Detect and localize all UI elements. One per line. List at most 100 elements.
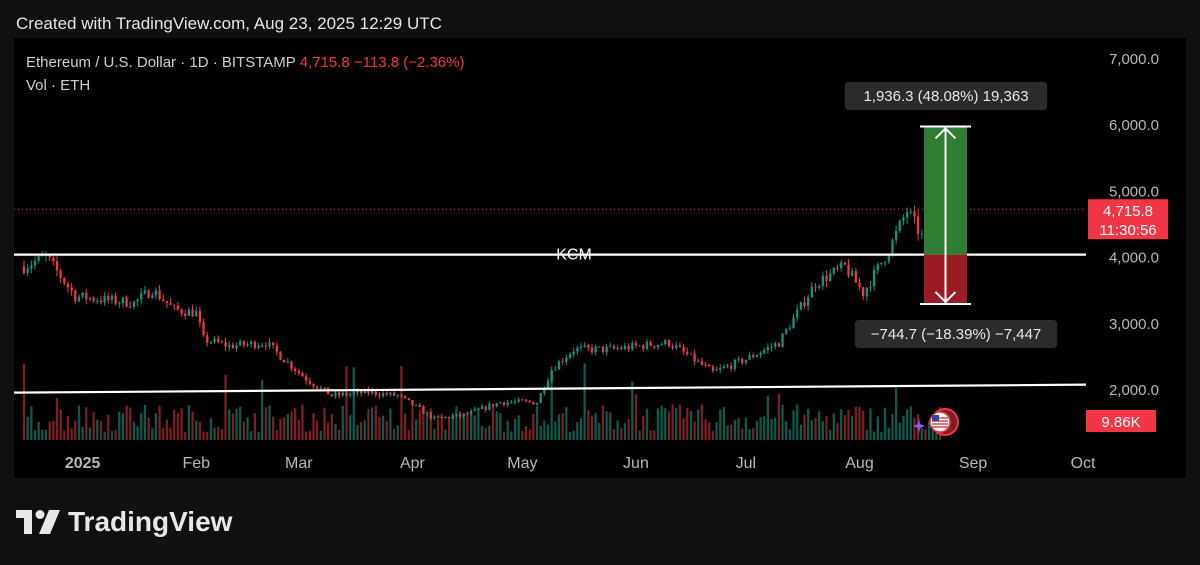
candle-body (107, 295, 110, 300)
candle-body (755, 355, 759, 358)
candle-body (30, 265, 33, 269)
candle-body (770, 346, 773, 348)
candle-body (605, 346, 608, 352)
volume-bar (550, 371, 553, 440)
volume-bar (367, 409, 370, 440)
volume-bar (799, 424, 802, 440)
candle-body (905, 211, 909, 218)
volume-bar (524, 426, 528, 440)
candle-body (77, 296, 81, 302)
volume-bar (96, 419, 99, 440)
measure-down-label: −744.7 (−18.39%) −7,447 (854, 320, 1058, 348)
volume-bar (154, 413, 158, 440)
volume-bar (697, 409, 700, 440)
candle-body (436, 416, 440, 418)
volume-bar (715, 422, 718, 440)
volume-bar (686, 408, 689, 440)
measure-down-label-text: −744.7 (−18.39%) −7,447 (871, 326, 1042, 343)
volume-legend[interactable]: Vol · ETH (26, 77, 91, 94)
volume-bar (546, 424, 550, 440)
price-chart-svg[interactable]: KCM 1,936.3 (48.08%) 19,363 −744.7 (−18.3… (14, 38, 1186, 478)
volume-bar (466, 411, 469, 440)
candle-body (308, 380, 311, 384)
volume-bar (689, 411, 693, 440)
candle-body (147, 290, 150, 298)
candle-body (704, 364, 707, 366)
volume-bar (894, 388, 898, 440)
candle-body (334, 392, 337, 397)
candle-body (502, 402, 506, 405)
volume-bar (484, 428, 487, 440)
candle-body (733, 359, 737, 369)
volume-bar (576, 422, 579, 440)
candle-body (345, 392, 348, 396)
candle-body (63, 278, 66, 284)
volume-bar (257, 431, 260, 440)
volume-bar (902, 415, 905, 440)
volume-bar (132, 421, 136, 440)
volume-bar (330, 414, 333, 440)
candle-body (506, 402, 509, 405)
volume-bar (821, 421, 824, 440)
candle-body (356, 390, 359, 393)
candle-body (305, 376, 308, 381)
y-tick-label: 2,000.0 (1109, 382, 1159, 399)
y-tick-label: 5,000.0 (1109, 183, 1159, 200)
volume-bar (180, 408, 183, 440)
volume-bar (898, 422, 901, 440)
volume-bar (488, 425, 491, 440)
candle-body (821, 275, 824, 286)
chart-pane[interactable]: KCM 1,936.3 (48.08%) 19,363 −744.7 (−18.3… (14, 38, 1186, 478)
volume-bar (198, 421, 202, 440)
volume-bar (334, 423, 337, 440)
candle-body (799, 302, 802, 310)
volume-tag-bg (1086, 410, 1156, 432)
candle-body (272, 342, 275, 346)
volume-bar (847, 409, 850, 440)
candle-body (829, 273, 832, 282)
candle-body (235, 345, 238, 349)
candle-body (154, 290, 158, 296)
candle-body (378, 395, 381, 397)
volume-bar (770, 419, 773, 440)
volume-bar (671, 404, 674, 440)
candle-body (367, 389, 370, 394)
volume-bar (905, 409, 909, 440)
candle-body (664, 340, 667, 345)
candle-body (96, 300, 99, 302)
candle-body (675, 345, 678, 348)
volume-bar (396, 425, 399, 440)
symbol-legend[interactable]: Ethereum / U.S. Dollar · 1D · BITSTAMP 4… (26, 54, 465, 71)
candle-body (741, 358, 744, 364)
volume-bar (733, 420, 737, 440)
volume-bar (246, 417, 249, 440)
volume-bar (854, 406, 857, 440)
candle-body (363, 389, 366, 394)
candle-body (389, 392, 392, 395)
candle-body (671, 346, 674, 348)
candle-body (722, 366, 726, 368)
candle-body (777, 343, 781, 347)
volume-bar (209, 418, 213, 440)
volume-bar (147, 417, 150, 440)
candle-body (220, 342, 224, 344)
candle-body (250, 341, 253, 345)
volume-bar (447, 420, 451, 440)
volume-bar (400, 365, 403, 440)
axis-tags: 4,715.8 11:30:56 9.86K (1086, 199, 1168, 432)
volume-bar (338, 429, 341, 440)
candle-body (165, 301, 169, 304)
candle-body (348, 393, 352, 396)
price-range-measure: 1,936.3 (48.08%) 19,363 −744.7 (−18.39%) … (844, 82, 1058, 348)
volume-bar (381, 415, 385, 440)
candle-body (590, 347, 594, 353)
candle-body (374, 391, 377, 396)
volume-bar (832, 413, 835, 440)
candle-body (451, 416, 454, 419)
candle-body (341, 392, 344, 396)
measure-up-label-bg (844, 82, 1048, 110)
candle-body (59, 270, 62, 279)
flag-canton (932, 415, 939, 421)
volume-bar (887, 427, 890, 440)
candle-body (873, 269, 876, 287)
